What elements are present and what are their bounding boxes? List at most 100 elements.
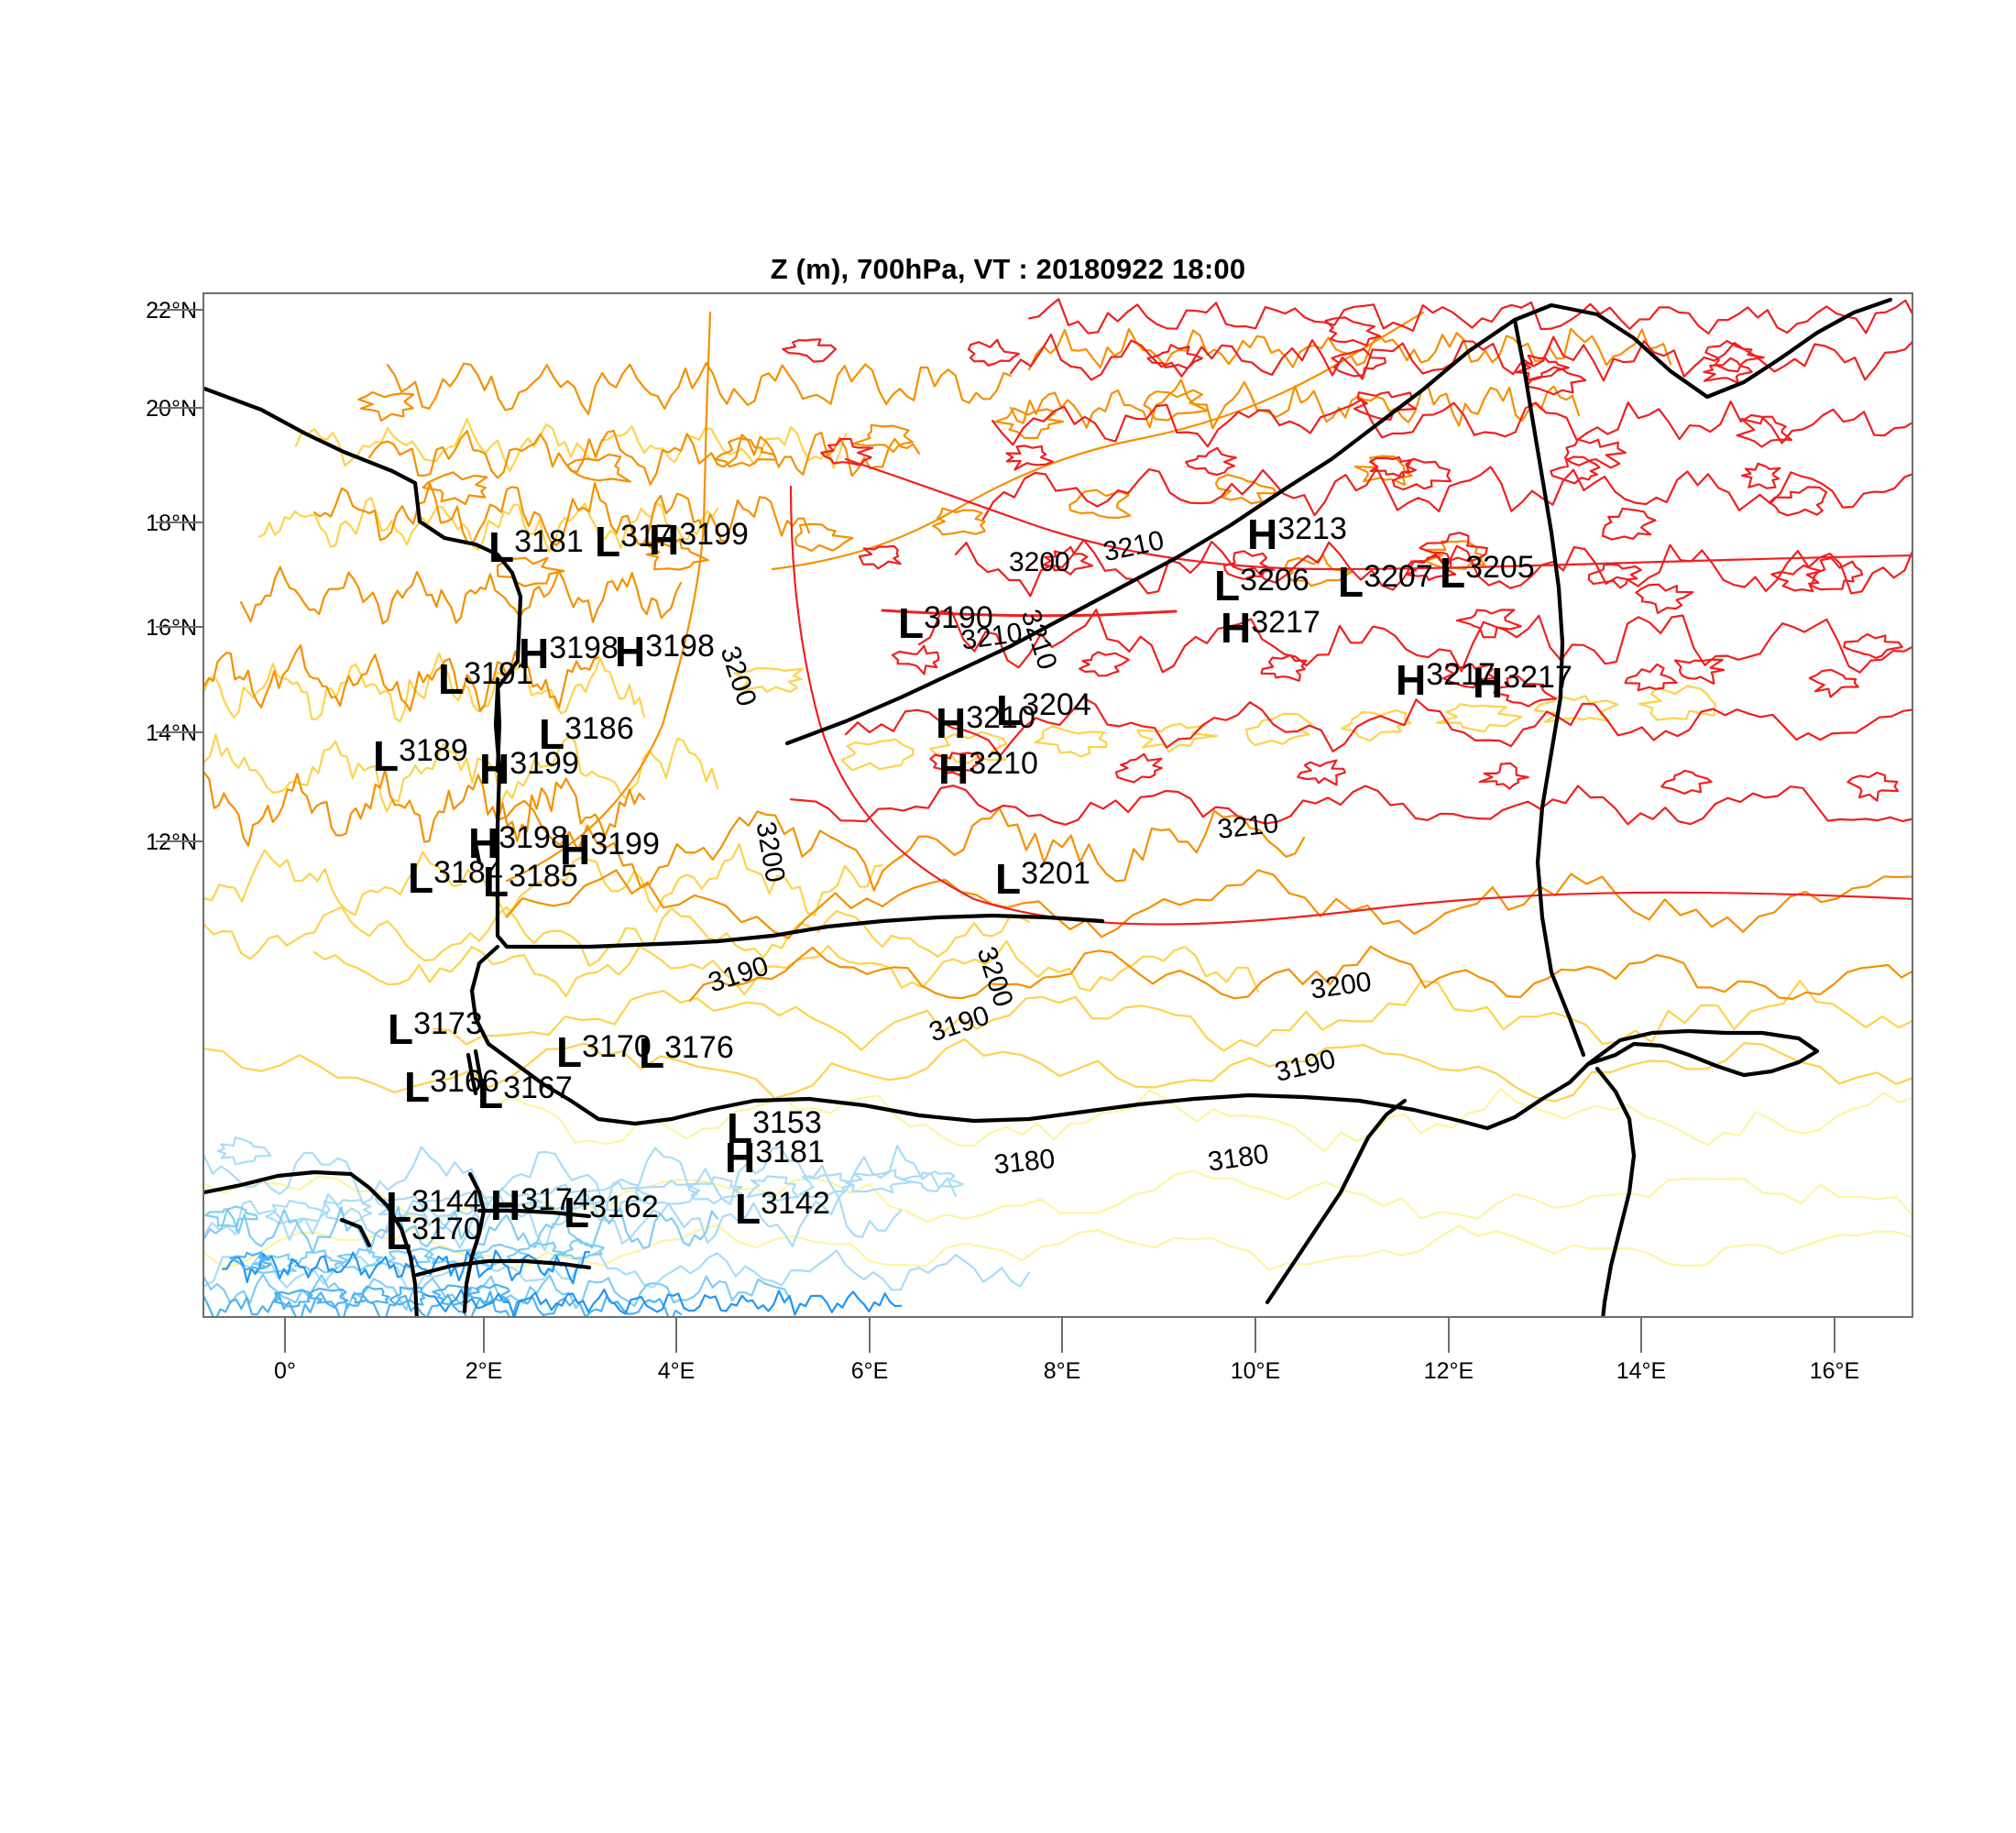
contour-line [204,1145,958,1214]
extrema-type: L [735,1185,761,1233]
extrema-type: H [936,699,967,747]
x-tick-mark [1834,1318,1835,1353]
x-tick-mark [1061,1318,1063,1353]
contour-line [293,1249,344,1274]
contour-line [1324,316,1382,347]
country-border [469,944,574,1103]
contour-line [272,1289,313,1308]
contour-line [798,1172,855,1199]
extrema-value: 3201 [1021,856,1090,891]
contour-line [954,538,1912,598]
contour-line [221,1249,591,1285]
contour-line [1009,333,1912,382]
contour-line [1185,446,1237,477]
extrema-marker-low: L317 [595,521,673,563]
x-tick-label: 6°E [850,1358,889,1384]
contour-line [357,390,415,422]
country-border [568,1061,1591,1131]
contour-line [505,311,712,883]
extrema-marker-high: H3217 [1473,662,1572,704]
extrema-type: L [386,1211,412,1258]
x-tick-label: 4°E [657,1358,696,1384]
contour-line [1741,462,1781,489]
contour-line [881,609,1178,618]
contour-line [929,752,981,776]
contour-line [1406,554,1457,581]
contour-line [1284,554,1353,587]
contour-line [1563,438,1627,469]
extrema-value: 317 [620,519,673,554]
contour-line [204,1205,719,1255]
contour-line [1297,759,1346,786]
extrema-type: H [649,516,680,564]
extrema-type: H [490,1181,521,1229]
x-tick-label: 10°E [1230,1358,1281,1384]
contour-line [844,697,1912,757]
extrema-marker-high: H3199 [560,829,660,871]
contour-line [714,437,778,468]
contour-line [1808,668,1859,698]
contour-label: 3200 [1009,547,1070,577]
contour-line [257,497,719,554]
contour-line [794,522,854,553]
contour-line [1042,545,1094,576]
extrema-marker-high: H3198 [615,631,715,673]
contour-line [1079,651,1130,677]
extrema-value: 3189 [399,733,468,768]
extrema-type: L [539,710,565,758]
contour-line [1533,695,1619,723]
extrema-marker-low: L3206 [1214,565,1309,607]
contour-line [557,1238,605,1260]
extrema-marker-low: L3190 [898,602,993,644]
extrema-marker-low: L3173 [388,1008,483,1050]
y-tick-label: 20°N [146,396,197,422]
extrema-value: 3210 [969,746,1038,781]
contour-line [583,1181,643,1212]
y-tick-mark [156,626,203,628]
contour-line [1435,703,1523,733]
extrema-value: 3181 [755,1135,825,1169]
country-border [204,1169,419,1316]
contour-line [1846,771,1900,802]
extrema-value: 3213 [1277,511,1347,546]
extrema-value: 3210 [966,700,1035,735]
x-tick-mark [483,1318,485,1353]
contour-line [1805,557,1864,591]
extrema-value: 3199 [590,827,660,862]
extrema-type: H [468,819,499,867]
contour-line [204,652,646,723]
y-tick-label: 16°N [146,615,197,641]
contour-line [386,362,1013,415]
x-tick-label: 16°E [1809,1358,1860,1384]
extrema-marker-high: H3217 [1221,607,1320,649]
extrema-type: L [388,1005,414,1053]
extrema-value: 3204 [1022,687,1091,722]
extrema-marker-low: L3167 [477,1072,573,1114]
y-tick-label: 12°N [146,829,197,855]
extrema-marker-low: L3181 [488,526,584,568]
contour-line [1769,486,1828,517]
y-tick-label: 22°N [146,298,197,324]
extrema-value: 3199 [509,746,579,781]
contour-line [389,1286,426,1306]
contour-line [1244,712,1313,747]
contour-line [307,1287,349,1309]
extrema-marker-low: L3191 [438,658,533,700]
extrema-marker-low: L3185 [483,861,578,903]
extrema-marker-low: L3189 [373,735,468,777]
extrema-value: 3206 [1240,563,1309,598]
country-border [495,676,502,774]
country-border [1549,297,1893,400]
contour-line [1843,632,1903,660]
contour-line [419,1191,484,1218]
contour-line [204,1205,258,1228]
extrema-type: L [477,1070,504,1117]
contour-line [981,466,1912,521]
extrema-marker-low: L3186 [539,713,634,755]
country-border [466,1052,478,1096]
extrema-type: L [996,686,1023,734]
x-tick-mark [675,1318,677,1353]
extrema-value: 3166 [430,1064,499,1099]
extrema-marker-low: L3170 [386,1213,481,1256]
